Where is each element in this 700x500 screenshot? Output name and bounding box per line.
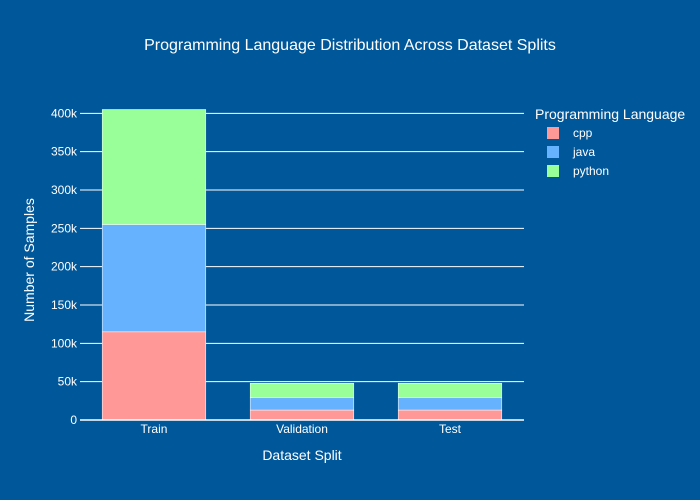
legend-swatch-cpp[interactable] (547, 127, 559, 139)
y-tick-label: 0 (70, 413, 77, 427)
legend-label-cpp[interactable]: cpp (573, 126, 593, 140)
legend-swatch-java[interactable] (547, 146, 559, 158)
y-tick-label: 250k (51, 221, 78, 235)
legend-items: cpp java python (547, 126, 609, 178)
chart-title: Programming Language Distribution Across… (144, 37, 556, 54)
x-axis-ticks: Train Validation Test (141, 422, 462, 436)
bar-segment-python-train[interactable] (101, 109, 207, 225)
y-axis-title: Number of Samples (21, 198, 37, 322)
legend-swatch-python[interactable] (547, 165, 559, 177)
y-tick-label: 50k (58, 375, 78, 389)
bar-segment-python-test[interactable] (397, 382, 503, 399)
bar-segment-java-train[interactable] (101, 224, 207, 333)
legend-title: Programming Language (535, 106, 685, 122)
bar-segment-cpp-train[interactable] (101, 331, 207, 421)
y-tick-label: 200k (51, 260, 78, 274)
y-tick-label: 400k (51, 106, 78, 120)
bar-segment-cpp-validation[interactable] (249, 409, 355, 421)
y-tick-label: 100k (51, 336, 78, 350)
legend-label-java[interactable]: java (572, 145, 595, 159)
y-tick-label: 300k (51, 183, 78, 197)
bar-segment-cpp-test[interactable] (397, 409, 503, 421)
y-axis-ticks: 0 50k 100k 150k 200k 250k 300k 350k 400k (51, 106, 78, 427)
x-axis-title: Dataset Split (262, 447, 341, 463)
bar-segment-java-validation[interactable] (249, 397, 355, 411)
legend: Programming Language cpp java python (535, 106, 685, 178)
bars (101, 109, 503, 421)
x-tick-label: Validation (276, 422, 328, 436)
x-tick-label: Test (439, 422, 462, 436)
bar-segment-python-validation[interactable] (249, 382, 355, 399)
y-tick-label: 150k (51, 298, 78, 312)
x-tick-label: Train (141, 422, 168, 436)
y-tick-label: 350k (51, 145, 78, 159)
bar-segment-java-test[interactable] (397, 397, 503, 411)
legend-label-python[interactable]: python (573, 164, 609, 178)
